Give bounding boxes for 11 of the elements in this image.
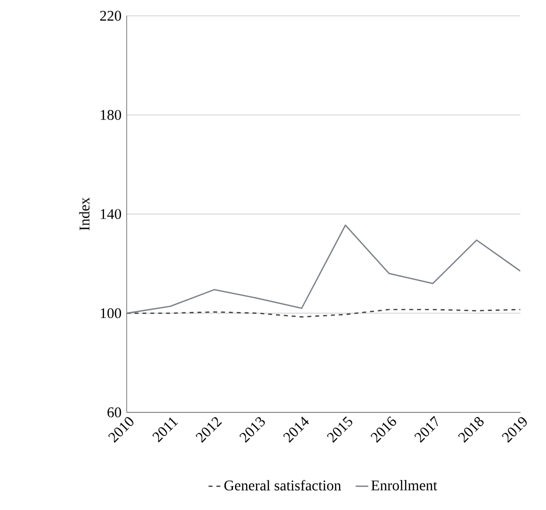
y-tick-label: 180 <box>100 110 122 120</box>
y-axis-title: Index <box>79 197 90 230</box>
line-series <box>126 224 520 314</box>
y-tick-label: 220 <box>100 10 122 21</box>
line-series <box>126 308 520 318</box>
y-tick-label: 60 <box>108 407 122 418</box>
legend-label: General satisfaction <box>224 480 342 490</box>
y-tick-label: 140 <box>100 209 122 220</box>
x-tick-label: 2011 <box>152 417 178 442</box>
legend-label: Enrollment <box>371 480 438 490</box>
y-tick-label: 100 <box>100 308 122 318</box>
